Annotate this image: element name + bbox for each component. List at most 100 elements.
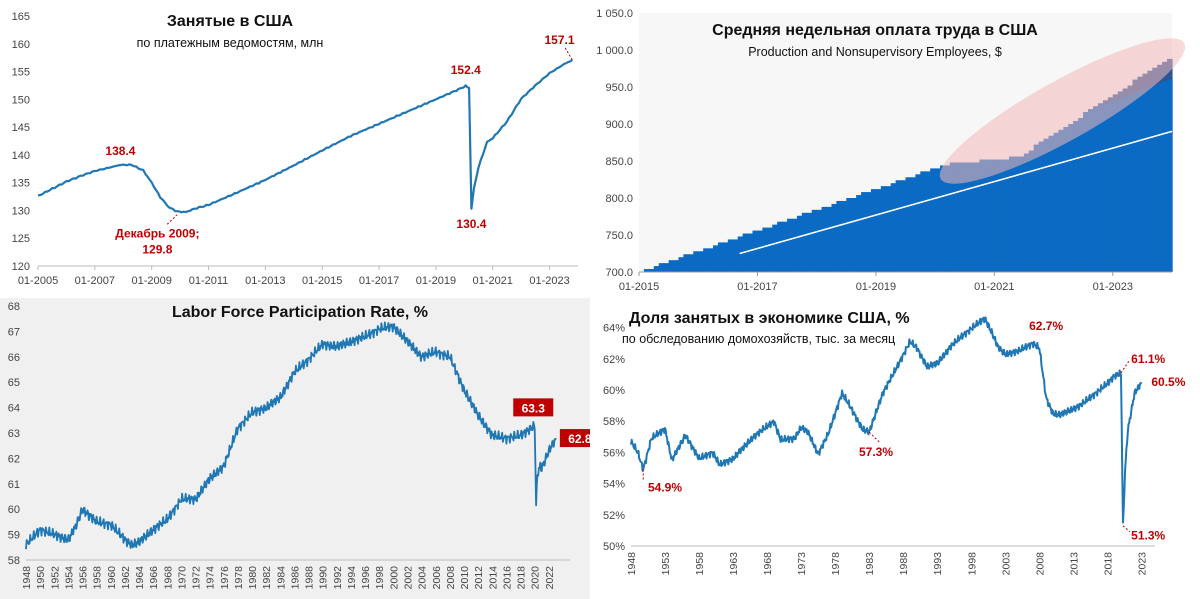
x-tick-label: 1998 <box>374 566 386 590</box>
x-tick-label: 2006 <box>431 566 443 590</box>
x-tick-label: 1976 <box>219 566 231 590</box>
bar-lower <box>1068 124 1074 272</box>
leader-line <box>165 214 178 226</box>
x-tick-label: 1990 <box>318 566 330 590</box>
bar-lower <box>1063 126 1069 273</box>
x-tick-label: 1952 <box>49 566 61 590</box>
y-tick-label: 61 <box>8 479 20 491</box>
x-tick-label: 01-2019 <box>856 281 896 293</box>
x-tick-label: 01-2013 <box>245 275 285 287</box>
x-tick-label: 1948 <box>21 566 33 590</box>
bar-lower <box>1014 156 1020 272</box>
chart-title: Labor Force Participation Rate, % <box>171 304 429 321</box>
x-tick-label: 01-2007 <box>75 275 115 287</box>
bar <box>678 257 685 272</box>
series-line <box>37 59 573 214</box>
bar <box>762 227 768 272</box>
y-tick-label: 1 050.0 <box>596 8 633 20</box>
y-tick-label: 60 <box>8 504 20 516</box>
y-tick-label: 120 <box>12 261 30 273</box>
x-tick-label: 1973 <box>796 552 808 576</box>
x-tick-label: 2020 <box>530 566 542 590</box>
x-tick-label: 1950 <box>35 566 47 590</box>
x-tick-label: 1982 <box>261 566 273 590</box>
bar-lower <box>1157 83 1163 272</box>
x-tick-label: 01-2015 <box>619 281 659 293</box>
y-tick-label: 700.0 <box>605 267 633 279</box>
series-line <box>25 321 557 550</box>
x-tick-label: 1956 <box>78 566 90 590</box>
x-tick-label: 1984 <box>275 566 287 590</box>
trend-line <box>739 130 1173 255</box>
bar-lower <box>989 159 995 272</box>
y-tick-label: 950.0 <box>605 82 633 94</box>
bar <box>900 180 907 272</box>
x-tick-label: 2018 <box>1102 552 1114 576</box>
bar <box>732 239 739 272</box>
bar-lower <box>974 162 981 272</box>
y-tick-label: 64% <box>603 323 625 335</box>
x-tick-label: 2008 <box>445 566 457 590</box>
bar-lower <box>984 159 990 272</box>
bar <box>895 180 902 272</box>
bar-lower <box>1019 156 1025 272</box>
bar <box>767 227 773 272</box>
x-tick-label: 01-2017 <box>737 281 777 293</box>
bar-lower <box>964 162 971 272</box>
y-tick-label: 52% <box>603 510 625 522</box>
bar-lower <box>1058 129 1065 272</box>
x-tick-label: 1948 <box>626 552 638 576</box>
highlight-ellipse <box>939 38 1186 184</box>
x-tick-label: 1988 <box>898 552 910 576</box>
x-tick-label: 1964 <box>134 566 146 590</box>
bar <box>935 168 941 272</box>
x-tick-label: 01-2019 <box>416 275 456 287</box>
x-tick-label: 2012 <box>473 566 485 590</box>
bar-lower <box>999 159 1005 272</box>
x-tick-label: 01-2021 <box>974 281 1014 293</box>
bar-lower <box>1053 132 1060 272</box>
bar-lower <box>1122 96 1129 272</box>
data-label: 60.5% <box>1151 375 1185 389</box>
bar-lower <box>994 159 1000 272</box>
bar-lower <box>959 162 966 272</box>
bar <box>880 186 887 272</box>
data-label: 152.4 <box>451 63 481 77</box>
y-tick-label: 58% <box>603 416 625 428</box>
bar <box>910 177 916 272</box>
bar <box>747 233 754 272</box>
bar-lower <box>1048 135 1055 272</box>
y-tick-label: 150 <box>12 94 30 106</box>
bar <box>791 218 798 272</box>
chart-labor-force: 58 59 60 61 62 63 64 65 66 67 68 1948 1950 1952 1954 19… <box>0 298 590 599</box>
x-tick-label: 2018 <box>516 566 528 590</box>
x-tick-label: 01-2017 <box>359 275 399 287</box>
y-tick-label: 160 <box>12 39 30 51</box>
x-tick-label: 01-2023 <box>529 275 569 287</box>
y-tick-label: 50% <box>603 541 625 553</box>
y-tick-label: 1 000.0 <box>596 45 633 57</box>
bar <box>782 221 788 272</box>
bar <box>856 195 862 272</box>
bar-lower <box>1028 150 1035 272</box>
bar <box>940 165 946 272</box>
x-tick-label: 01-2005 <box>18 275 58 287</box>
bar <box>806 212 813 272</box>
bar-lower <box>954 162 961 272</box>
bar-lower <box>1117 98 1124 272</box>
bar <box>925 171 931 272</box>
x-tick-label: 1958 <box>92 566 104 590</box>
bar <box>713 245 719 272</box>
x-tick-label: 1966 <box>148 566 160 590</box>
data-label: 62.8 <box>568 432 590 446</box>
y-tick-label: 68 <box>8 301 20 313</box>
y-tick-label: 155 <box>12 67 30 79</box>
bar-lower <box>979 159 986 272</box>
bar <box>866 192 872 272</box>
bar <box>643 269 650 272</box>
leader-line <box>1122 525 1131 533</box>
x-tick-label: 1968 <box>162 566 174 590</box>
y-tick-label: 145 <box>12 122 30 134</box>
y-tick-label: 140 <box>12 150 30 162</box>
